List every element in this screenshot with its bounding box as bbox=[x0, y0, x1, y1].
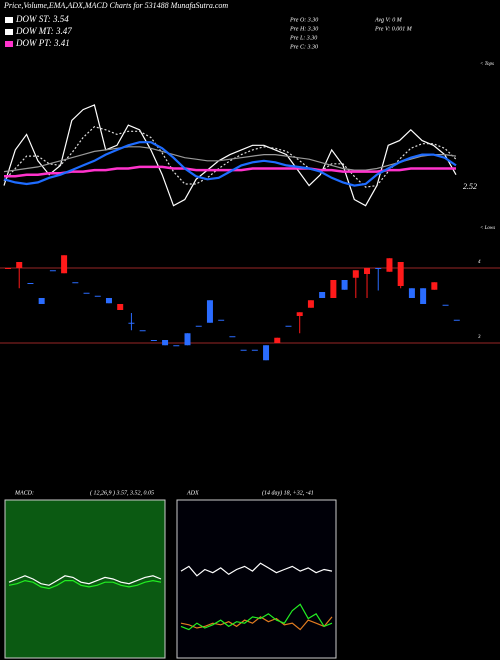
candle-body bbox=[408, 288, 415, 298]
panel-title: ADX bbox=[186, 490, 199, 496]
info-text: Pre O: 3.30 bbox=[289, 17, 318, 23]
series-line bbox=[3, 146, 457, 173]
series-line bbox=[4, 165, 456, 178]
candle-body bbox=[352, 270, 359, 278]
candle-body bbox=[195, 325, 202, 327]
candle-body bbox=[5, 268, 11, 269]
panel-title: MACD: bbox=[14, 490, 34, 496]
info-text: Pre L: 3.30 bbox=[289, 35, 317, 41]
legend-label: DOW MT: 3.47 bbox=[15, 26, 72, 36]
candle-body bbox=[453, 319, 460, 321]
candle-body bbox=[94, 295, 101, 297]
candle-body bbox=[206, 300, 213, 323]
candle-body bbox=[128, 322, 135, 324]
panel-subtitle: (14 day) 18, +32, -41 bbox=[262, 489, 314, 496]
candle-body bbox=[296, 312, 303, 316]
candle-body bbox=[27, 283, 34, 284]
candle-body bbox=[442, 304, 449, 306]
candle-body bbox=[218, 319, 225, 321]
candle-body bbox=[184, 333, 191, 346]
candle-body bbox=[173, 345, 180, 347]
candle-body bbox=[319, 292, 326, 298]
series-line bbox=[3, 141, 457, 187]
candle-body bbox=[150, 340, 157, 341]
candle-body bbox=[263, 345, 270, 361]
candle-body bbox=[364, 268, 371, 274]
candle-body bbox=[61, 255, 68, 274]
candle-body bbox=[229, 336, 236, 338]
series-line bbox=[3, 126, 457, 188]
candle-body bbox=[105, 298, 112, 304]
series-line bbox=[180, 562, 333, 577]
candle-body bbox=[49, 270, 56, 272]
info-text: Avg V: 0 M bbox=[374, 17, 403, 23]
series-line bbox=[8, 579, 162, 590]
candle-body bbox=[139, 330, 146, 332]
candle-body bbox=[240, 349, 247, 351]
series-line bbox=[3, 104, 457, 207]
series-line bbox=[180, 616, 333, 631]
series-line bbox=[180, 603, 333, 631]
candle-body bbox=[397, 262, 404, 286]
candle-body bbox=[431, 282, 438, 290]
annotation: < Lows bbox=[480, 226, 495, 231]
legend-label: DOW PT: 3.41 bbox=[15, 38, 70, 48]
annotation: < Tops bbox=[480, 62, 494, 67]
candle-body bbox=[341, 280, 348, 290]
legend-swatch bbox=[5, 41, 13, 47]
legend-swatch bbox=[5, 17, 13, 23]
candle-body bbox=[162, 340, 169, 346]
info-text: Pre V: 0.001 M bbox=[374, 26, 413, 32]
panel bbox=[176, 499, 337, 659]
candle-body bbox=[16, 262, 23, 268]
candle-body bbox=[307, 300, 314, 308]
info-text: Pre C: 3.30 bbox=[289, 44, 318, 50]
candle-body bbox=[330, 280, 337, 298]
candle-body bbox=[83, 292, 90, 294]
candle-body bbox=[386, 258, 393, 272]
series-line bbox=[8, 575, 162, 586]
legend-swatch bbox=[5, 29, 13, 35]
candle-body bbox=[274, 337, 281, 343]
candle-body bbox=[251, 349, 258, 351]
candle-body bbox=[117, 304, 124, 310]
annotation: 2.52 bbox=[463, 182, 477, 191]
info-text: Pre H: 3.30 bbox=[289, 26, 318, 32]
candle-body bbox=[72, 282, 79, 284]
candle-body bbox=[375, 268, 382, 269]
y-tick-label: 4 bbox=[478, 260, 481, 265]
y-tick-label: 3 bbox=[478, 335, 481, 340]
candle-body bbox=[285, 325, 292, 327]
candle-body bbox=[38, 298, 45, 304]
legend-label: DOW ST: 3.54 bbox=[15, 14, 69, 24]
panel-subtitle: ( 12,26,9 ) 3.57, 3.52, 0.05 bbox=[90, 489, 154, 496]
page-title: Price,Volume,EMA,ADX,MACD Charts for 531… bbox=[3, 1, 228, 10]
candle-body bbox=[420, 288, 427, 304]
